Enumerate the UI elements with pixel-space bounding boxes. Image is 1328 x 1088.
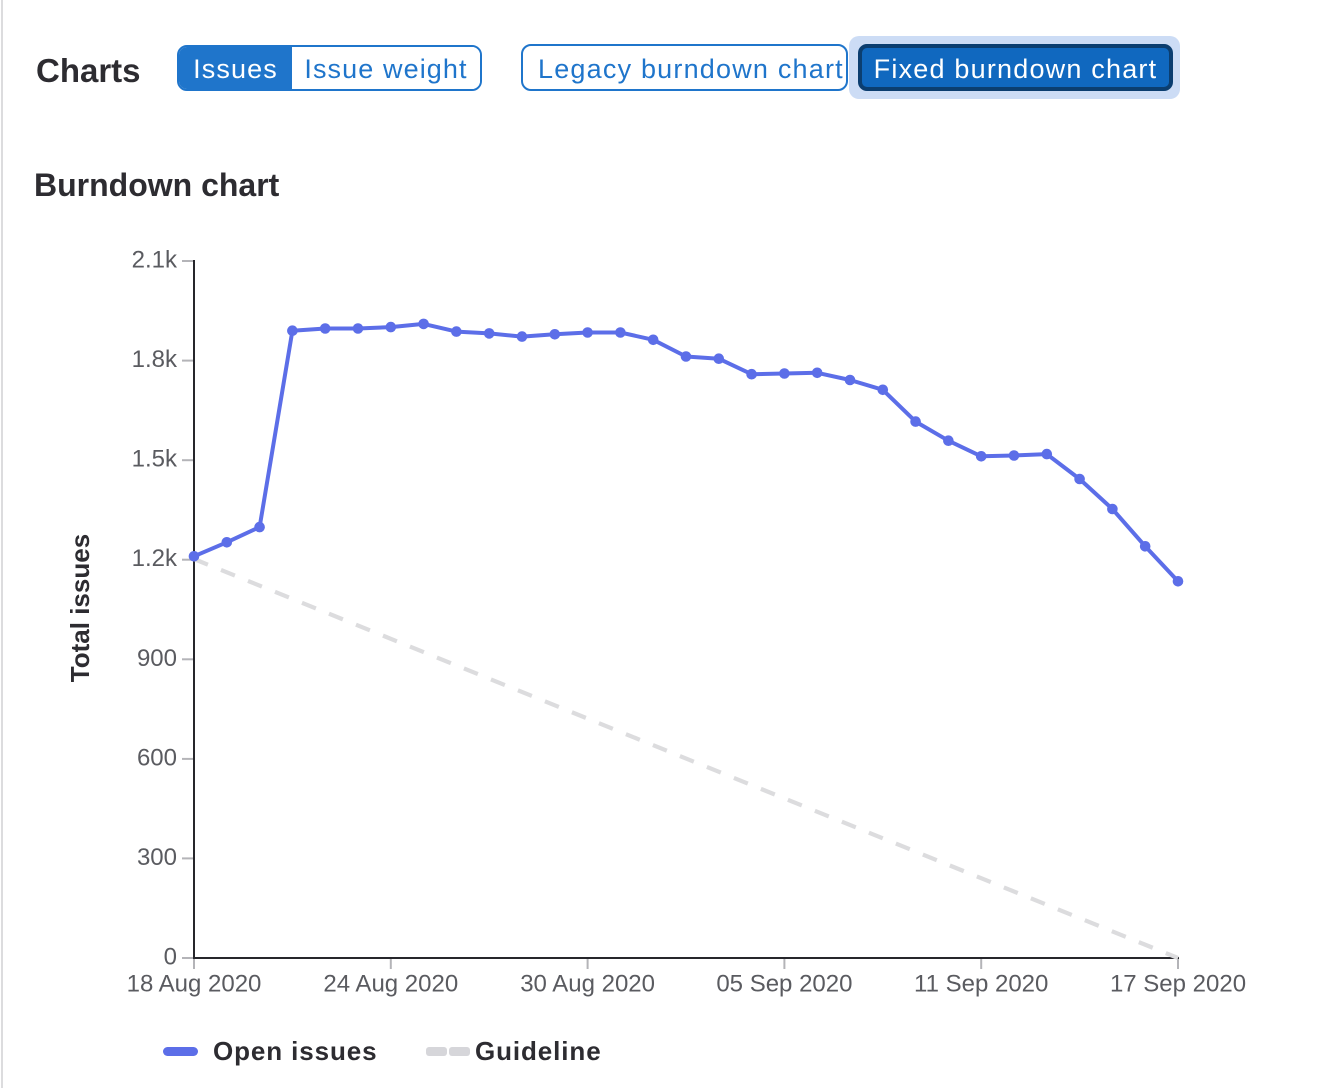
svg-text:2.1k: 2.1k (132, 247, 178, 274)
svg-text:600: 600 (137, 744, 177, 771)
svg-text:1.8k: 1.8k (132, 346, 178, 373)
svg-text:1.5k: 1.5k (132, 446, 178, 473)
svg-text:11 Sep 2020: 11 Sep 2020 (914, 971, 1048, 998)
svg-text:Total issues: Total issues (65, 534, 95, 682)
svg-text:24 Aug 2020: 24 Aug 2020 (323, 971, 458, 998)
svg-text:Open issues: Open issues (213, 1036, 378, 1066)
svg-text:17 Sep 2020: 17 Sep 2020 (1110, 971, 1246, 998)
svg-text:1.2k: 1.2k (132, 545, 178, 572)
svg-text:300: 300 (137, 844, 177, 871)
svg-text:05 Sep 2020: 05 Sep 2020 (716, 971, 852, 998)
svg-text:18 Aug 2020: 18 Aug 2020 (127, 971, 262, 998)
svg-text:Guideline: Guideline (475, 1036, 602, 1066)
svg-text:0: 0 (164, 944, 177, 971)
svg-text:30 Aug 2020: 30 Aug 2020 (520, 971, 655, 998)
svg-text:900: 900 (137, 645, 177, 672)
